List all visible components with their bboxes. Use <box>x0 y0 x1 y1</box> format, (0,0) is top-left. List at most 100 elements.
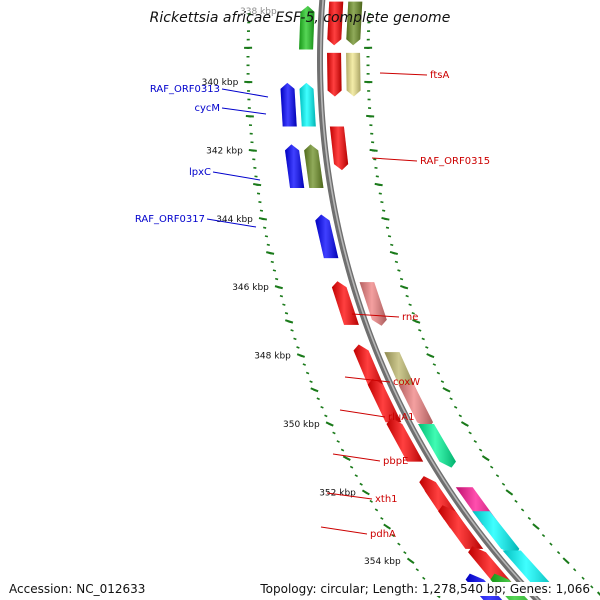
ring-dot <box>374 508 379 512</box>
ring-dot <box>382 209 386 212</box>
ring-dot <box>274 277 279 281</box>
ring-dot <box>403 551 407 555</box>
ring-dot <box>259 209 264 212</box>
tick-rings <box>244 13 600 599</box>
backbone <box>316 0 542 600</box>
ring-dot <box>394 260 399 264</box>
reverse-gene-shade <box>418 424 456 468</box>
ring-dot <box>549 542 553 546</box>
leader-line <box>206 218 257 228</box>
ring-dot <box>501 482 506 486</box>
forward-gene-shade <box>304 144 324 189</box>
gene-label-raf_orf0315: RAF_ORF0315 <box>371 156 490 167</box>
leader-line <box>371 157 418 162</box>
ring-dot <box>336 440 340 443</box>
ring-dot <box>296 346 300 349</box>
ring-major-tick <box>342 455 351 461</box>
forward-gene-shade <box>280 82 297 127</box>
reverse-gene-10 <box>472 511 520 555</box>
figure-title: Rickettsia africae ESF-5, complete genom… <box>150 10 451 26</box>
reverse-gene-shade <box>346 1 363 46</box>
ring-major-tick <box>412 319 421 324</box>
ring-dot <box>425 346 429 349</box>
ring-dot <box>272 269 277 272</box>
ring-dot <box>405 294 409 298</box>
ring-dot <box>418 329 422 332</box>
ring-dot <box>397 542 401 546</box>
ring-dot <box>380 516 384 520</box>
ring-dot <box>411 311 415 315</box>
gene-label-text: lpxC <box>189 167 211 178</box>
forward-gene-7 <box>353 344 385 389</box>
ruler-tick-label-346: 346 kbp <box>232 283 269 293</box>
ring-major-tick <box>460 421 469 427</box>
ruler-tick-label-340: 340 kbp <box>202 78 239 88</box>
gene-label-pdha: pdhA <box>320 526 396 540</box>
ring-major-tick <box>253 183 262 187</box>
ring-dot <box>408 303 412 306</box>
ruler-tick-label-344: 344 kbp <box>216 215 253 225</box>
ring-major-tick <box>400 285 409 290</box>
ring-major-tick <box>310 387 319 393</box>
ring-dot <box>422 576 426 580</box>
ring-dot <box>369 499 373 503</box>
ring-major-tick <box>366 114 375 118</box>
forward-gene-shade <box>315 214 339 259</box>
gene-label-text: RAF_ORF0317 <box>135 214 205 225</box>
ring-dot <box>478 448 483 452</box>
backbone-highlight <box>319 0 540 600</box>
ring-dot <box>495 474 500 478</box>
gene-label-coxw: coxW <box>344 376 420 388</box>
gene-label-text: xth1 <box>375 494 398 505</box>
forward-gene-shade <box>284 144 305 189</box>
reverse-gene-shade <box>472 511 520 555</box>
gene-label-text: RAF_ORF0315 <box>420 156 490 167</box>
forward-gene-shade <box>299 82 316 127</box>
leader-line <box>221 88 269 98</box>
ring-major-tick <box>442 387 451 393</box>
gene-label-text: pbpE <box>383 456 408 467</box>
ring-dot <box>390 243 394 247</box>
ruler-tick-label-338: 338 kbp <box>240 7 277 17</box>
ring-major-tick <box>274 285 283 290</box>
ring-major-tick <box>426 353 435 359</box>
ring-major-tick <box>383 523 392 530</box>
reverse-gene-7 <box>398 384 434 429</box>
leader-line <box>332 453 381 462</box>
ring-major-tick <box>266 251 275 255</box>
leader-line <box>221 107 267 115</box>
ring-dot <box>282 303 286 306</box>
ring-major-tick <box>406 557 415 564</box>
gene-label-pbpe: pbpE <box>332 453 408 467</box>
ring-dot <box>340 448 345 452</box>
ring-dot <box>468 431 472 435</box>
reverse-gene-4 <box>329 126 349 171</box>
ring-dot <box>391 534 395 538</box>
ring-dot <box>590 585 594 589</box>
leader-line <box>320 526 368 535</box>
forward-gene-3 <box>304 144 324 189</box>
forward-gene-5 <box>315 214 339 259</box>
ruler-tick-label-348: 348 kbp <box>254 352 291 362</box>
reverse-gene-1 <box>346 1 363 46</box>
ring-dot <box>387 235 392 238</box>
gene-label-raf_orf0317: RAF_ORF0317 <box>135 214 257 228</box>
ring-major-tick <box>596 591 600 597</box>
ring-dot <box>354 474 358 478</box>
gene-labels: RAF_ORF0313 cycM lpxC RAF_ORF0317 ftsA RAF_OR… <box>135 70 490 540</box>
ring-dot <box>453 405 458 409</box>
ring-dot <box>258 201 262 204</box>
forward-gene-1 <box>299 82 316 127</box>
ring-dot <box>378 192 382 195</box>
gene-label-xth1: xth1 <box>326 492 398 505</box>
forward-strand-features <box>280 5 529 600</box>
reverse-gene-shade <box>346 52 361 97</box>
accession-text: Accession: NC_012633 <box>9 582 146 596</box>
ring-major-tick <box>258 217 268 221</box>
gene-label-text: pdhA <box>370 529 396 540</box>
ring-major-tick <box>562 557 570 565</box>
gene-label-text: cycM <box>194 103 220 114</box>
gene-label-text: rluA1 <box>388 412 414 423</box>
reverse-gene-5 <box>359 282 387 326</box>
